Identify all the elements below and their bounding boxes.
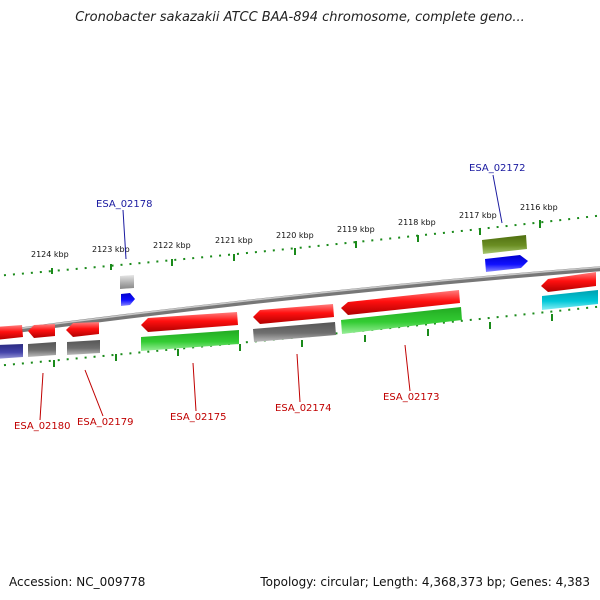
kbp-label: 2116 kbp — [520, 203, 558, 212]
gene-feature-red-right[interactable] — [541, 272, 596, 292]
label-leader-lines — [39, 174, 503, 421]
gene-feature-esa-02174-red[interactable] — [253, 304, 334, 324]
forward-scale-track — [0, 214, 600, 277]
reverse-features — [0, 290, 462, 359]
leader-line-esa-02175 — [192, 362, 197, 412]
gene-feature-navy-left-edge[interactable] — [0, 344, 23, 359]
gene-label-esa-02174[interactable]: ESA_02174 — [275, 403, 332, 414]
gene-feature-esa-02180-gray[interactable] — [28, 342, 56, 357]
major-ticks-forward — [51, 220, 541, 274]
gene-feature-red-left-edge[interactable] — [0, 325, 23, 340]
map-title: Cronobacter sakazakii ATCC BAA-894 chrom… — [75, 10, 525, 25]
gene-feature-esa-02173-red[interactable] — [341, 290, 460, 315]
gene-feature-esa-02179-red[interactable] — [66, 322, 99, 337]
leader-line-esa-02173 — [404, 344, 411, 392]
gene-labels: ESA_02178 ESA_02172 ESA_02180 ESA_02179 … — [14, 163, 526, 432]
gene-feature-esa-02178-blue[interactable] — [121, 293, 135, 306]
gene-label-esa-02175[interactable]: ESA_02175 — [170, 412, 227, 423]
kbp-label: 2124 kbp — [31, 250, 69, 259]
gene-feature-esa-02173-green[interactable] — [341, 307, 462, 334]
leader-line-esa-02174 — [296, 353, 301, 403]
kbp-label: 2119 kbp — [337, 225, 375, 234]
accession-text: Accession: NC_009778 — [9, 575, 146, 589]
gene-label-esa-02180[interactable]: ESA_02180 — [14, 421, 71, 432]
genome-summary-text: Topology: circular; Length: 4,368,373 bp… — [260, 575, 590, 589]
leader-line-esa-02178 — [122, 209, 127, 260]
major-ticks-reverse — [53, 314, 553, 367]
leader-line-esa-02180 — [39, 372, 44, 421]
forward-features — [120, 235, 598, 310]
gene-feature-esa-02175-green[interactable] — [141, 330, 239, 351]
gene-label-esa-02172[interactable]: ESA_02172 — [469, 163, 526, 174]
kbp-label: 2118 kbp — [398, 218, 436, 227]
gene-feature-esa-02178-gray[interactable] — [120, 275, 134, 289]
kbp-label: 2122 kbp — [153, 241, 191, 250]
kbp-label: 2117 kbp — [459, 211, 497, 220]
gene-feature-esa-02172-olive[interactable] — [482, 235, 527, 254]
gene-label-esa-02178[interactable]: ESA_02178 — [96, 199, 153, 210]
kbp-label: 2120 kbp — [276, 231, 314, 240]
gene-feature-esa-02175-red[interactable] — [141, 312, 238, 332]
kbp-scale-labels: 2124 kbp 2123 kbp 2122 kbp 2121 kbp 2120… — [31, 203, 558, 259]
gene-feature-esa-02179-gray[interactable] — [67, 340, 100, 355]
gene-label-esa-02173[interactable]: ESA_02173 — [383, 392, 440, 403]
gene-label-esa-02179[interactable]: ESA_02179 — [77, 417, 134, 428]
gene-feature-esa-02172-blue[interactable] — [485, 255, 528, 272]
kbp-label: 2121 kbp — [215, 236, 253, 245]
gene-feature-esa-02174-gray[interactable] — [253, 322, 336, 342]
chromosome-backbone — [0, 266, 600, 336]
leader-line-esa-02179 — [84, 369, 104, 417]
leader-line-esa-02172 — [492, 174, 503, 224]
gene-feature-cyan-right[interactable] — [542, 290, 598, 310]
gene-feature-esa-02180-red[interactable] — [28, 324, 55, 338]
kbp-label: 2123 kbp — [92, 245, 130, 254]
